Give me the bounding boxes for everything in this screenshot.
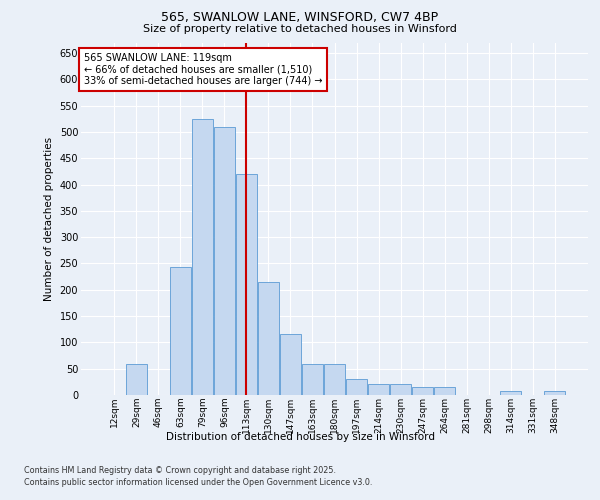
Bar [170,267,191,395]
Bar [192,119,213,395]
Text: Size of property relative to detached houses in Winsford: Size of property relative to detached ho… [143,24,457,34]
Text: Distribution of detached houses by size in Winsford: Distribution of detached houses by size … [166,432,434,442]
Text: Contains HM Land Registry data © Crown copyright and database right 2025.: Contains HM Land Registry data © Crown c… [24,466,336,475]
Bar [500,391,521,395]
Y-axis label: Number of detached properties: Number of detached properties [44,136,54,301]
Bar [346,379,367,395]
Bar [434,387,455,395]
Bar [280,334,301,395]
Bar [324,364,345,395]
Bar [302,364,323,395]
Bar [258,282,279,395]
Bar [126,364,147,395]
Bar [412,387,433,395]
Text: 565 SWANLOW LANE: 119sqm
← 66% of detached houses are smaller (1,510)
33% of sem: 565 SWANLOW LANE: 119sqm ← 66% of detach… [83,53,322,86]
Bar [214,126,235,395]
Bar [368,384,389,395]
Bar [236,174,257,395]
Text: Contains public sector information licensed under the Open Government Licence v3: Contains public sector information licen… [24,478,373,487]
Bar [390,384,411,395]
Bar [544,391,565,395]
Text: 565, SWANLOW LANE, WINSFORD, CW7 4BP: 565, SWANLOW LANE, WINSFORD, CW7 4BP [161,11,439,24]
